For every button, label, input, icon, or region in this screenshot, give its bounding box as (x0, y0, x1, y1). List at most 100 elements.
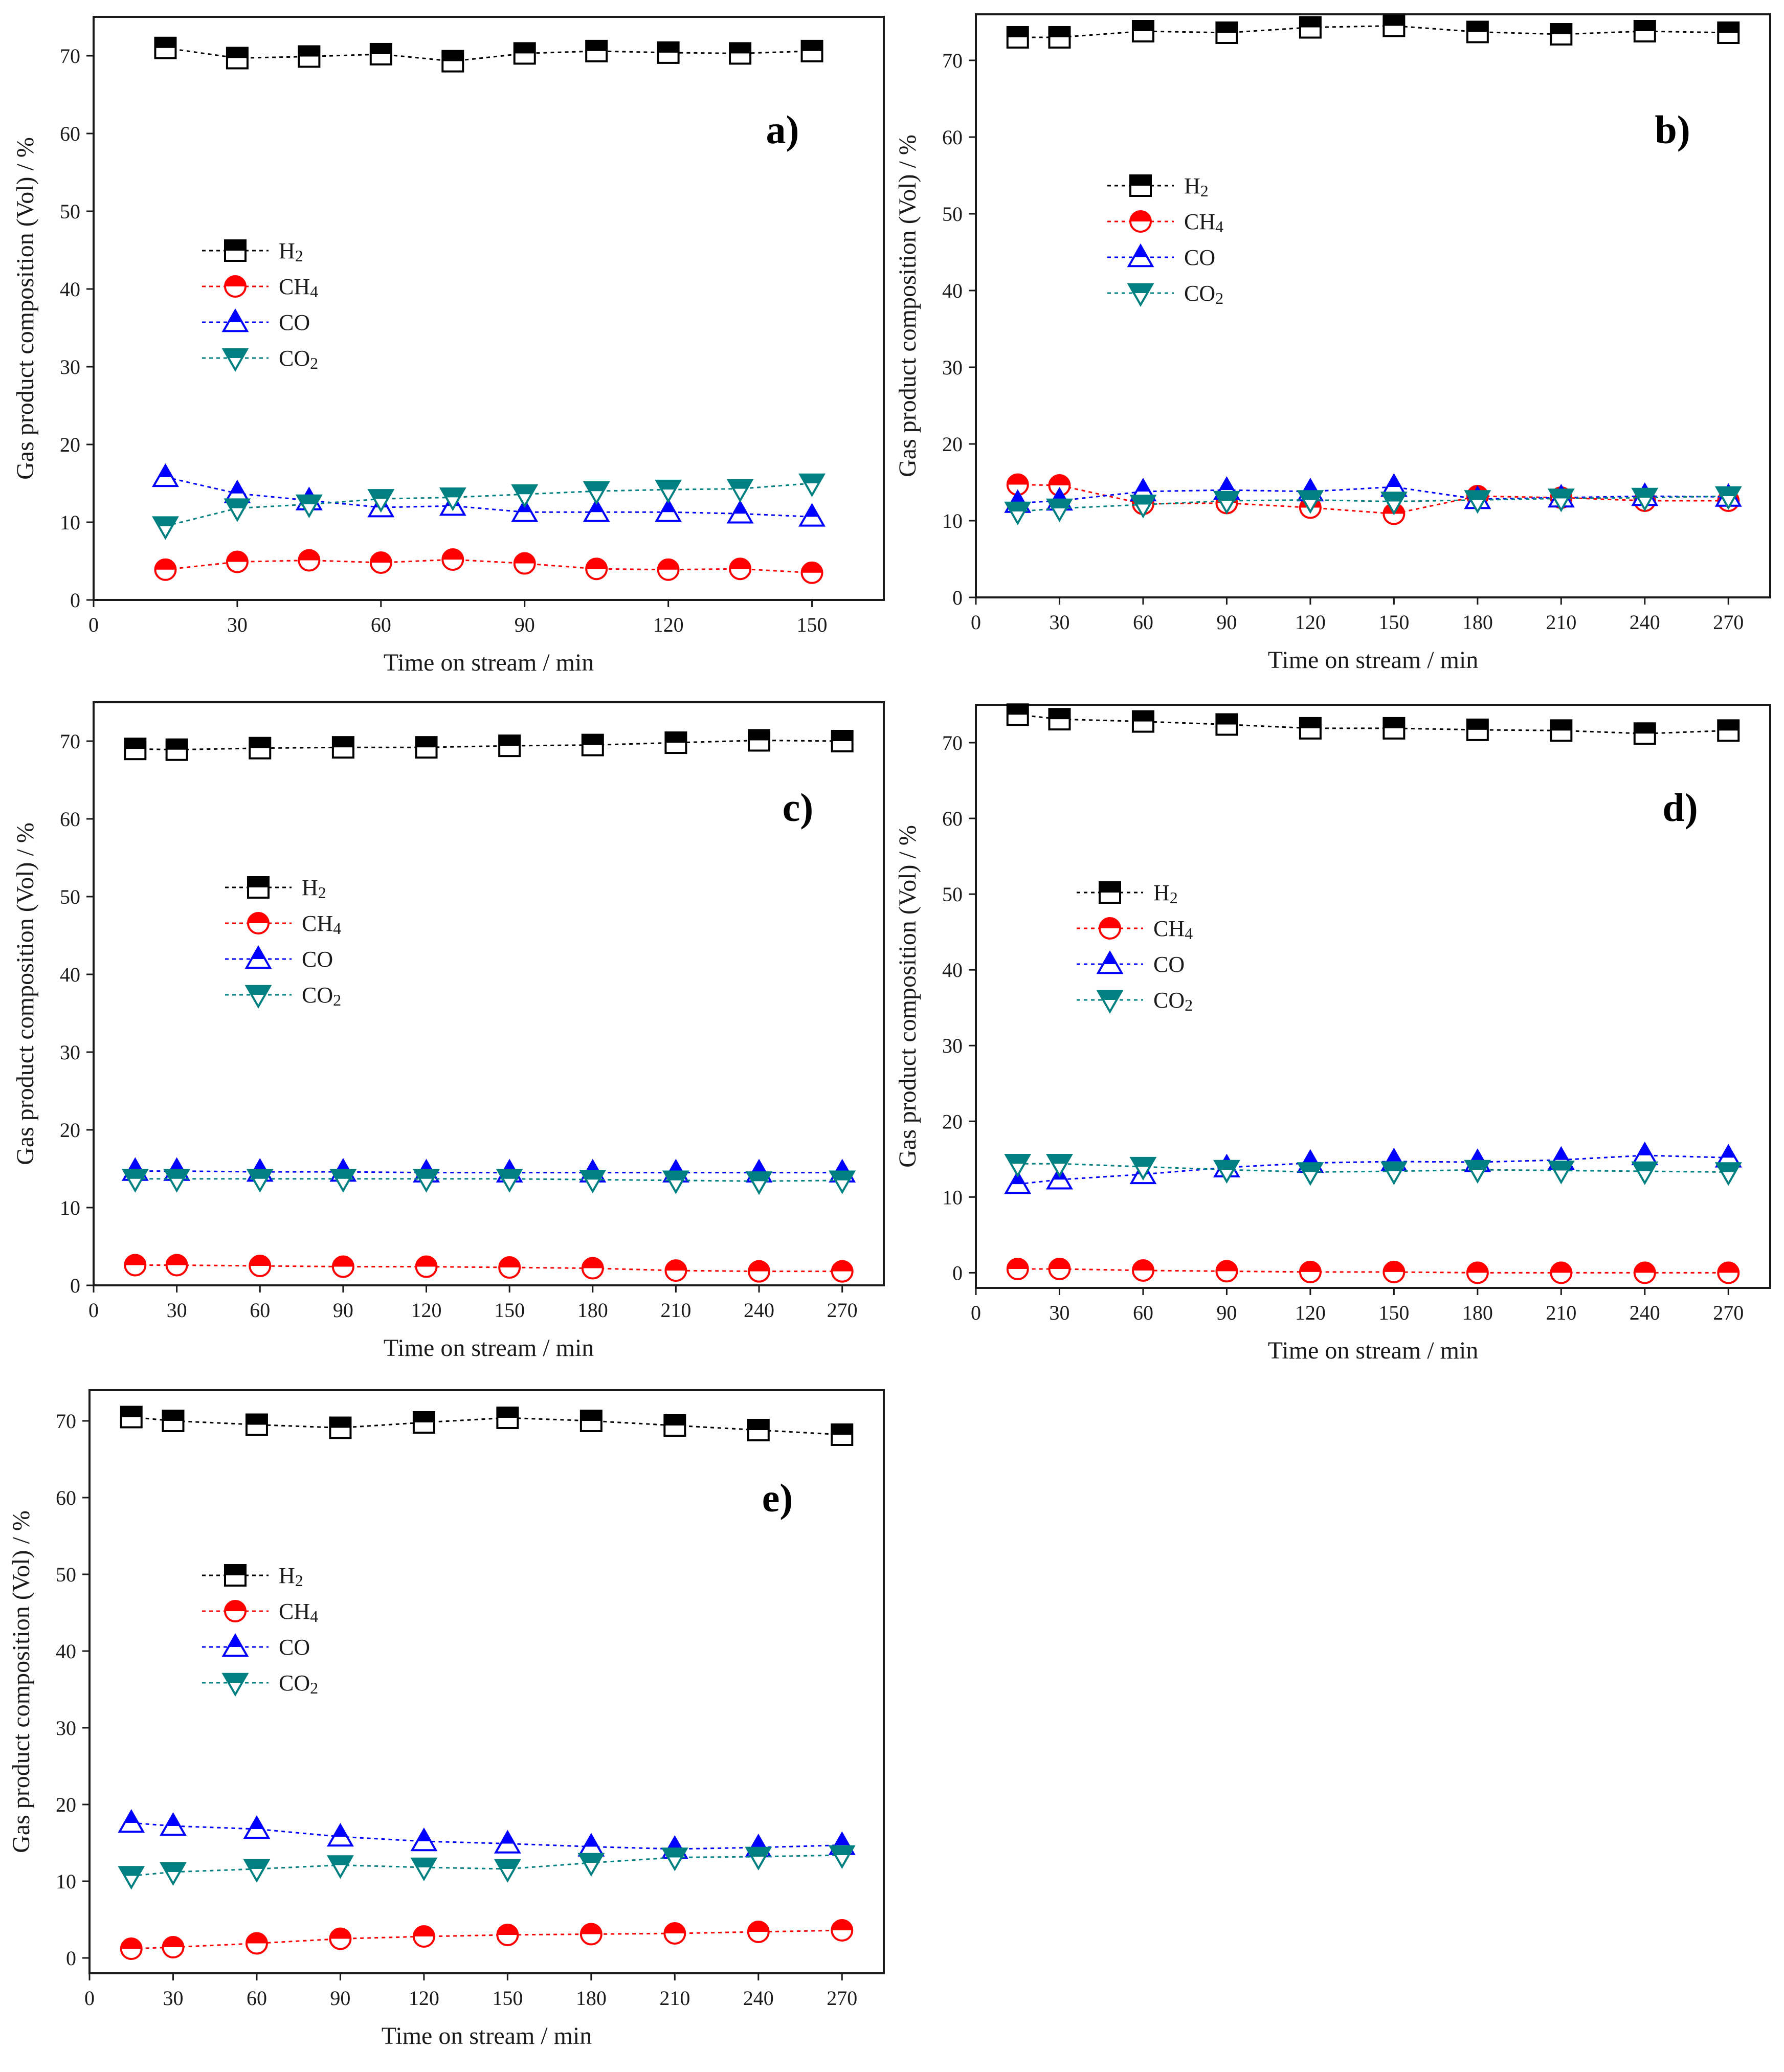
data-point-h2 (1131, 710, 1154, 733)
x-axis-title: Time on stream / min (382, 2022, 592, 2049)
y-tick-label: 20 (60, 433, 80, 456)
data-point-co2 (511, 484, 539, 508)
data-point-co2 (1380, 1161, 1408, 1186)
y-tick-label: 70 (942, 731, 963, 754)
data-point-co2 (1046, 498, 1073, 523)
x-tick-label: 120 (653, 613, 684, 636)
data-point-co2 (152, 516, 179, 540)
y-tick-label: 10 (60, 511, 80, 534)
data-point-co2 (745, 1171, 773, 1195)
data-point-ch4 (331, 1255, 354, 1278)
data-point-h2 (165, 738, 188, 761)
data-point-co (152, 463, 179, 487)
series-line-h2 (135, 739, 842, 751)
x-tick-label: 90 (515, 613, 535, 636)
x-axis-title: Time on stream / min (1268, 647, 1479, 674)
data-point-co2 (829, 1170, 856, 1194)
x-tick-label: 270 (1713, 611, 1744, 634)
y-tick-label: 30 (942, 356, 963, 379)
data-point-co (494, 1830, 521, 1854)
series-line-h2 (165, 47, 812, 62)
panel-label: e) (762, 1476, 793, 1520)
data-point-ch4 (1048, 1257, 1071, 1280)
data-point-h2 (729, 42, 752, 65)
y-axis-title: Gas product composition (Vol) / % (894, 135, 921, 477)
y-tick-label: 20 (942, 1110, 963, 1133)
series-co2 (152, 473, 826, 540)
plot-frame (975, 13, 1771, 598)
data-point-co2 (828, 1845, 856, 1869)
data-point-h2 (441, 50, 464, 73)
data-point-ch4 (1215, 1260, 1238, 1283)
y-tick-label: 60 (942, 807, 963, 830)
x-tick-label: 60 (247, 1987, 267, 2010)
x-tick-label: 60 (250, 1299, 270, 1322)
series-line-co (165, 476, 812, 518)
data-point-co2 (577, 1853, 605, 1877)
y-tick-label: 40 (942, 279, 963, 302)
data-point-co2 (1714, 1162, 1742, 1186)
y-tick-label: 70 (56, 1410, 76, 1433)
data-point-h2 (581, 733, 604, 756)
legend-marker-h2 (1099, 881, 1121, 904)
legend: H2 CH4 CO CO2 (225, 875, 341, 1009)
data-point-co2 (367, 489, 395, 513)
legend-label-ch4: CH4 (1153, 916, 1193, 943)
data-point-ch4 (831, 1919, 854, 1942)
y-tick-label: 30 (942, 1034, 963, 1057)
data-point-h2 (585, 39, 608, 62)
series-h2 (1006, 703, 1740, 745)
series-h2 (1006, 14, 1740, 49)
y-tick-label: 0 (952, 586, 963, 609)
x-tick-label: 270 (827, 1299, 858, 1322)
x-axis-title: Time on stream / min (1268, 1337, 1479, 1364)
legend-marker-ch4 (224, 1600, 247, 1622)
y-tick-label: 0 (70, 589, 80, 612)
data-point-co2 (160, 1862, 187, 1886)
data-point-co2 (726, 479, 754, 503)
data-point-ch4 (120, 1937, 143, 1960)
data-point-co2 (1004, 501, 1032, 526)
data-point-h2 (663, 1414, 686, 1437)
data-point-co2 (246, 1169, 274, 1193)
data-point-co2 (1297, 1162, 1324, 1186)
legend-marker-ch4 (247, 912, 270, 934)
series-h2 (154, 36, 823, 73)
series-co2 (1004, 1153, 1742, 1186)
legend-marker-h2 (1129, 174, 1152, 197)
x-tick-label: 90 (1216, 611, 1237, 634)
legend-marker-co2 (221, 1673, 249, 1697)
data-point-ch4 (329, 1927, 352, 1950)
data-point-ch4 (1550, 1261, 1573, 1284)
legend-label-h2: H2 (1184, 173, 1209, 200)
data-point-ch4 (154, 558, 177, 581)
x-tick-label: 60 (1133, 1301, 1153, 1324)
x-tick-label: 90 (330, 1987, 350, 2010)
legend-marker-ch4 (1129, 210, 1152, 233)
plot-frame (93, 16, 885, 601)
x-tick-label: 150 (492, 1987, 523, 2010)
x-tick-label: 150 (494, 1299, 525, 1322)
data-point-co2 (494, 1859, 521, 1883)
legend-label-co2: CO2 (1184, 281, 1223, 307)
data-point-co (655, 498, 682, 522)
legend: H2 CH4 CO CO2 (1077, 880, 1193, 1014)
legend: H2 CH4 CO CO2 (1107, 173, 1223, 307)
data-point-h2 (747, 1419, 770, 1441)
x-tick-label: 60 (371, 613, 391, 636)
data-point-h2 (496, 1407, 519, 1429)
x-tick-label: 60 (1133, 611, 1153, 634)
data-point-ch4 (298, 549, 321, 572)
data-point-co (243, 1815, 271, 1839)
y-tick-label: 30 (56, 1717, 76, 1740)
y-tick-label: 60 (60, 122, 80, 145)
legend-label-h2: H2 (1153, 880, 1178, 907)
x-tick-label: 30 (227, 613, 248, 636)
x-tick-label: 240 (1630, 611, 1660, 634)
data-point-h2 (1633, 20, 1656, 42)
data-point-h2 (415, 736, 438, 759)
data-point-ch4 (1382, 1260, 1406, 1283)
legend-marker-h2 (224, 239, 247, 262)
x-tick-label: 30 (1049, 611, 1069, 634)
